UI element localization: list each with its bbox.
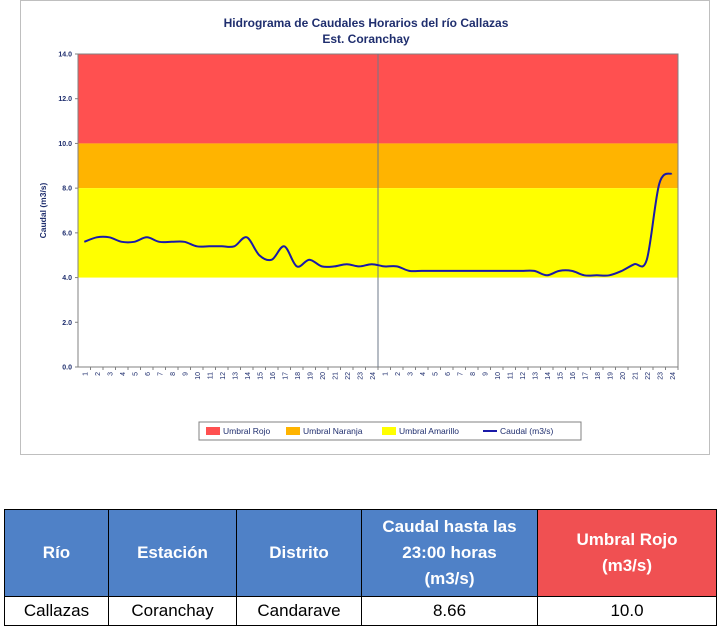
x-tick-label: 6: [145, 372, 152, 376]
x-tick-label: 16: [270, 372, 277, 380]
x-tick-label: 6: [445, 372, 452, 376]
x-tick-label: 4: [120, 372, 127, 376]
x-tick-label: 1: [82, 372, 89, 376]
x-tick-label: 10: [195, 372, 202, 380]
y-tick-label: 6.0: [62, 230, 72, 237]
x-tick-label: 11: [507, 372, 514, 379]
y-tick-label: 12.0: [58, 96, 72, 103]
x-tick-label: 16: [570, 372, 577, 380]
y-tick-label: 10.0: [58, 141, 72, 148]
y-tick-label: 0.0: [62, 365, 72, 372]
cell-distrito: Candarave: [236, 596, 362, 626]
x-tick-label: 7: [457, 372, 464, 376]
header-caudal: Caudal hasta las 23:00 horas (m3/s): [361, 509, 538, 597]
chart-subtitle: Est. Coranchay: [322, 32, 410, 46]
y-tick-label: 4.0: [62, 275, 72, 282]
x-tick-label: 24: [370, 372, 377, 380]
x-tick-label: 14: [245, 372, 252, 380]
header-umbral-line1: Umbral Rojo: [576, 530, 678, 549]
legend-swatch: [286, 427, 300, 435]
x-tick-label: 14: [545, 372, 552, 380]
cell-rio: Callazas: [4, 596, 109, 626]
chart-title: Hidrograma de Caudales Horarios del río …: [224, 16, 509, 30]
x-tick-label: 21: [632, 372, 639, 380]
x-tick-label: 24: [670, 372, 677, 380]
header-distrito: Distrito: [236, 509, 362, 597]
header-caudal-line2: 23:00 horas: [402, 543, 497, 562]
x-tick-label: 5: [132, 372, 139, 376]
x-tick-label: 12: [520, 372, 527, 380]
x-tick-label: 9: [482, 372, 489, 376]
y-tick-label: 14.0: [58, 52, 72, 59]
summary-table: Río Estación Distrito Caudal hasta las 2…: [4, 509, 717, 626]
x-tick-label: 21: [332, 372, 339, 380]
x-tick-label: 12: [220, 372, 227, 380]
chart-frame: Hidrograma de Caudales Horarios del río …: [20, 0, 710, 455]
x-tick-label: 17: [582, 372, 589, 380]
y-tick-label: 2.0: [62, 320, 72, 327]
header-estacion: Estación: [108, 509, 237, 597]
header-rio: Río: [4, 509, 109, 597]
x-tick-label: 15: [257, 372, 264, 380]
x-tick-label: 23: [657, 372, 664, 380]
x-tick-label: 22: [645, 372, 652, 380]
x-tick-label: 18: [295, 372, 302, 380]
x-tick-label: 7: [157, 372, 164, 376]
y-axis-label: Caudal (m3/s): [38, 182, 48, 238]
x-tick-label: 20: [320, 372, 327, 380]
x-tick-label: 5: [432, 372, 439, 376]
table-header-row: Río Estación Distrito Caudal hasta las 2…: [4, 509, 717, 597]
y-tick-label: 8.0: [62, 186, 72, 193]
x-tick-label: 17: [282, 372, 289, 380]
legend-swatch: [206, 427, 220, 435]
hydrograph-chart: Hidrograma de Caudales Horarios del río …: [38, 16, 679, 441]
table-row: Callazas Coranchay Candarave 8.66 10.0: [4, 596, 717, 626]
legend-label: Umbral Rojo: [223, 426, 271, 436]
legend-label: Umbral Amarillo: [399, 426, 459, 436]
x-tick-label: 11: [207, 372, 214, 379]
x-tick-label: 3: [107, 372, 114, 376]
x-tick-label: 10: [495, 372, 502, 380]
legend-label: Umbral Naranja: [303, 426, 363, 436]
x-tick-label: 15: [557, 372, 564, 380]
header-umbral-rojo: Umbral Rojo (m3/s): [537, 509, 717, 597]
cell-estacion: Coranchay: [108, 596, 237, 626]
x-tick-label: 2: [395, 372, 402, 376]
x-tick-label: 20: [620, 372, 627, 380]
x-tick-label: 18: [595, 372, 602, 380]
header-caudal-line1: Caudal hasta las: [382, 517, 517, 536]
series-line-caudal: [83, 172, 673, 277]
x-tick-label: 2: [95, 372, 102, 376]
x-tick-label: 22: [345, 372, 352, 380]
header-caudal-line3: (m3/s): [424, 569, 475, 588]
x-tick-label: 9: [182, 372, 189, 376]
x-tick-label: 19: [607, 372, 614, 380]
x-tick-label: 8: [170, 372, 177, 376]
x-tick-label: 4: [420, 372, 427, 376]
legend-label: Caudal (m3/s): [500, 426, 554, 436]
x-tick-label: 13: [232, 372, 239, 380]
header-umbral-line2: (m3/s): [601, 556, 653, 575]
x-tick-label: 23: [357, 372, 364, 380]
cell-umbral: 10.0: [537, 596, 717, 626]
x-tick-label: 3: [407, 372, 414, 376]
x-tick-label: 1: [382, 372, 389, 376]
cell-caudal: 8.66: [361, 596, 538, 626]
x-tick-label: 19: [307, 372, 314, 380]
x-tick-label: 13: [532, 372, 539, 380]
legend-swatch: [382, 427, 396, 435]
x-tick-label: 8: [470, 372, 477, 376]
